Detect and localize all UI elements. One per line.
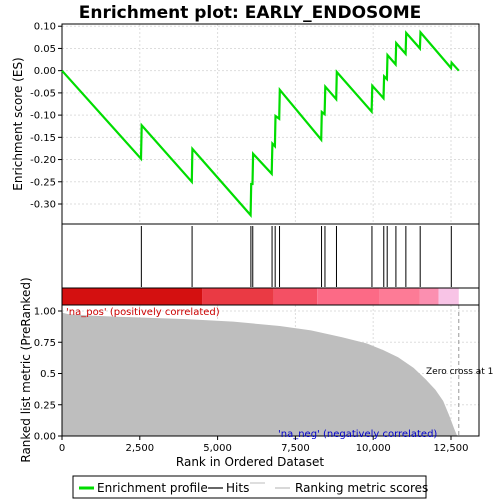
negative-correlation-label: 'na_neg' (negatively correlated) bbox=[278, 429, 437, 440]
x-axis-label: Rank in Ordered Dataset bbox=[176, 455, 324, 469]
es-y-tick-label: -0.15 bbox=[30, 133, 56, 144]
metric-y-tick-label: 0.00 bbox=[34, 432, 56, 443]
heat-bar-segment bbox=[317, 288, 380, 305]
x-tick-label: 0 bbox=[59, 443, 65, 454]
legend-frame bbox=[72, 475, 427, 499]
x-tick-label: 2,500 bbox=[125, 443, 154, 454]
x-tick-label: 7,500 bbox=[281, 443, 310, 454]
metric-y-tick-label: 0.25 bbox=[34, 400, 56, 411]
chart-title: Enrichment plot: EARLY_ENDOSOME bbox=[79, 3, 422, 23]
heat-bar-segment bbox=[419, 288, 439, 305]
hits-panel bbox=[61, 223, 480, 289]
es-y-tick-label: -0.25 bbox=[30, 177, 56, 188]
es-y-tick-label: -0.30 bbox=[30, 200, 56, 211]
es-y-tick-label: 0.00 bbox=[34, 66, 56, 77]
hits-panel-frame bbox=[61, 223, 480, 289]
heat-bar-segment bbox=[273, 288, 318, 305]
ranking-metric-area bbox=[62, 311, 458, 436]
metric-y-tick-label: 0.5 bbox=[40, 369, 56, 380]
metric-y-axis-label: Ranked list metric (PreRanked) bbox=[19, 277, 33, 462]
metric-panel-frame bbox=[61, 304, 480, 437]
es-panel-frame bbox=[61, 23, 480, 225]
legend-enrichment-label: Enrichment profile bbox=[97, 481, 208, 495]
es-profile-line bbox=[61, 29, 460, 218]
heat-bar-segment bbox=[202, 288, 274, 305]
heat-bar-segment bbox=[438, 288, 459, 305]
heat-bar-segment bbox=[62, 288, 203, 305]
x-tick-label: 10,000 bbox=[356, 443, 391, 454]
x-tick-label: 12,500 bbox=[433, 443, 468, 454]
metric-y-tick-label: 0.75 bbox=[34, 338, 56, 349]
zero-cross-label: Zero cross at 1 bbox=[426, 367, 493, 377]
metric-y-tick-label: 1.00 bbox=[34, 307, 56, 318]
metric-panel: 0.00 0.25 0.5 0.75 1.00 'na_pos' (positively… bbox=[19, 277, 493, 462]
heat-bar-segment bbox=[379, 288, 420, 305]
es-y-tick-label: -0.10 bbox=[30, 111, 56, 122]
es-y-axis-label: Enrichment score (ES) bbox=[11, 57, 25, 190]
es-panel: 0.10 0.05 0.00 -0.05 -0.10 -0.15 -0.20 -0.25 -0.… bbox=[11, 22, 480, 225]
es-y-tick-label: 0.10 bbox=[34, 22, 56, 33]
legend-hits-label: Hits bbox=[226, 481, 249, 495]
x-axis: 0 2,500 5,000 7,500 10,000 12,500 bbox=[59, 436, 468, 454]
es-y-tick-label: -0.20 bbox=[30, 155, 56, 166]
legend-ranking-label: Ranking metric scores bbox=[295, 481, 428, 495]
rank-heat-bar bbox=[61, 287, 480, 306]
es-y-tick-label: -0.05 bbox=[30, 88, 56, 99]
x-tick-label: 5,000 bbox=[203, 443, 232, 454]
es-y-tick-label: 0.05 bbox=[34, 44, 56, 55]
legend: Enrichment profile Hits Ranking metric s… bbox=[72, 475, 428, 499]
positive-correlation-label: 'na_pos' (positively correlated) bbox=[66, 307, 220, 318]
